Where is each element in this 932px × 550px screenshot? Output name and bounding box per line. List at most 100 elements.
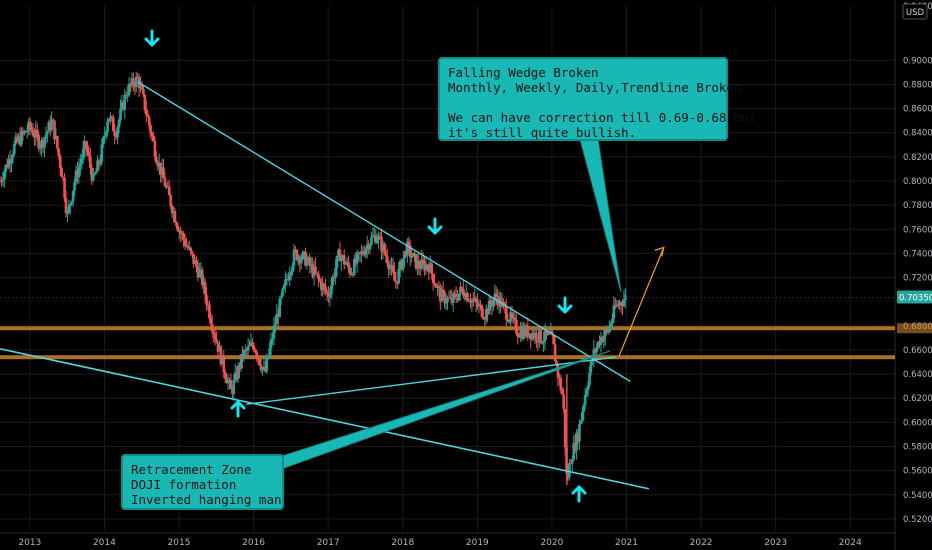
candle-body: [38, 147, 42, 149]
candle-body: [406, 241, 409, 256]
candle-body: [482, 316, 485, 319]
candle-body: [380, 237, 383, 252]
candle-body: [441, 289, 445, 293]
candle-body: [152, 136, 155, 141]
candle-body: [603, 329, 607, 337]
candle-body: [337, 249, 340, 256]
candle-body: [160, 167, 164, 175]
candle-body: [284, 279, 287, 286]
candle-body: [110, 116, 114, 118]
candle-body: [451, 293, 455, 303]
candle-body: [107, 119, 111, 122]
candle-body: [212, 331, 216, 334]
candle-body: [436, 286, 439, 288]
candle-body: [43, 138, 46, 148]
candle-body: [24, 131, 28, 133]
x-tick-label: 2019: [466, 538, 489, 548]
candle-body: [89, 156, 92, 168]
candle-body: [421, 259, 425, 262]
candle-body: [73, 181, 76, 191]
candle-body: [122, 102, 125, 110]
candle-body: [179, 231, 183, 234]
candle-body: [101, 137, 105, 145]
candle-body: [40, 140, 43, 148]
candle-body: [440, 289, 444, 302]
x-tick-label: 2018: [391, 538, 414, 548]
candle-body: [238, 365, 241, 369]
candle-body: [393, 271, 396, 281]
candle-body: [469, 301, 472, 303]
callout-line-5: it's still quite bullish.: [448, 125, 637, 140]
candle-body: [298, 256, 302, 264]
candle-body: [601, 337, 604, 342]
x-tick-label: 2020: [540, 538, 563, 548]
callout-retracement-zone: Retracement Zone DOJI formation Inverted h…: [121, 454, 284, 510]
candle-body: [494, 293, 498, 297]
candle-body: [132, 78, 135, 86]
candle-body: [350, 273, 353, 275]
candle-body: [100, 144, 104, 162]
candle-body: [546, 333, 550, 336]
candle-body: [223, 372, 227, 379]
candle-body: [106, 121, 109, 133]
candle-body: [123, 94, 127, 110]
candle-body: [186, 245, 190, 249]
candle-body: [124, 94, 128, 96]
candle-body: [245, 349, 248, 351]
candle-body: [570, 459, 574, 464]
candle-body: [340, 257, 343, 262]
candle-body: [183, 239, 187, 246]
candle-body: [196, 267, 200, 278]
projection-line: [618, 247, 665, 357]
candle-body: [94, 171, 98, 174]
candle-body: [459, 287, 462, 294]
candle-body: [428, 263, 432, 273]
candle-body: [407, 241, 411, 246]
candle-body: [391, 265, 395, 272]
candle-body: [437, 286, 441, 289]
candle-body: [371, 236, 375, 238]
candle-body: [408, 245, 412, 258]
candle-body: [324, 286, 327, 292]
candle-body: [255, 352, 259, 358]
candle-body: [345, 262, 349, 264]
candle-body: [612, 305, 616, 319]
candle-body: [239, 354, 243, 369]
candle-body: [46, 131, 49, 135]
candle-body: [269, 339, 273, 349]
candle-body: [624, 295, 627, 301]
candle-body: [328, 294, 332, 298]
candle-body: [355, 253, 359, 264]
candle-body: [331, 276, 335, 286]
candle-body: [341, 255, 345, 258]
candle-body: [272, 325, 276, 339]
candle-body: [66, 212, 69, 214]
candle-body: [418, 267, 422, 269]
marker-down-2014-head: [144, 37, 160, 47]
candle-body: [308, 257, 312, 266]
candle-body: [182, 233, 185, 240]
candle-body: [41, 140, 45, 148]
candle-body: [533, 332, 537, 338]
candle-body: [63, 177, 66, 198]
candle-body: [404, 251, 408, 256]
candle-body: [213, 333, 217, 340]
candle-body: [61, 176, 65, 178]
candle-body: [423, 261, 426, 271]
candle-body: [116, 127, 119, 138]
candle-body: [231, 388, 234, 394]
candle-body: [96, 160, 99, 172]
candle-body: [30, 127, 33, 131]
candle-body: [523, 327, 527, 336]
last-price-tag: [897, 290, 932, 304]
candle-body: [71, 190, 75, 201]
candle-body: [233, 372, 237, 381]
candle-body: [248, 345, 251, 347]
candle-body: [573, 443, 577, 451]
candle-body: [126, 94, 129, 96]
candle-body: [109, 116, 112, 120]
